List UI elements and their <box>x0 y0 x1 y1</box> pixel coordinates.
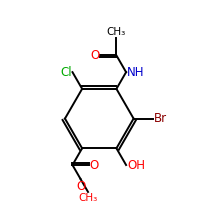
Text: Cl: Cl <box>60 66 72 79</box>
Text: Br: Br <box>154 112 167 125</box>
Text: NH: NH <box>127 66 144 79</box>
Text: CH₃: CH₃ <box>107 27 126 37</box>
Text: O: O <box>90 49 99 62</box>
Text: O: O <box>89 158 99 172</box>
Text: OH: OH <box>127 158 145 172</box>
Text: O: O <box>76 180 85 193</box>
Text: CH₃: CH₃ <box>78 193 98 203</box>
